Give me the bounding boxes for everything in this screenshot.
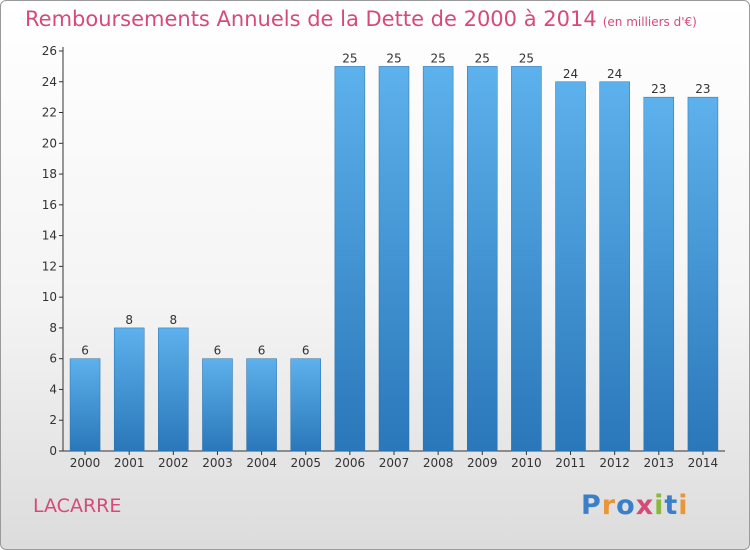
bar-2001 [113,327,145,452]
data-label-2013: 23 [651,82,666,96]
logo-letter: P [581,490,602,521]
y-tick-label: 24 [42,75,57,89]
chart-title: Remboursements Annuels de la Dette de 20… [25,7,697,31]
y-tick-label: 0 [49,444,57,458]
y-tick-label: 8 [49,321,57,335]
data-label-2005: 6 [302,344,310,358]
x-tick-label: 2002 [158,456,189,470]
x-tick-label: 2012 [599,456,630,470]
bar-2004 [246,358,277,452]
bar-2012 [599,81,630,452]
logo-letter: t [664,490,679,521]
x-tick-label: 2008 [423,456,454,470]
bar-2013 [643,96,675,452]
logo-letter: i [654,490,665,521]
x-tick-label: 2007 [379,456,410,470]
bar-2011 [555,81,586,452]
data-label-2003: 6 [214,344,222,358]
chart-title-text: Remboursements Annuels de la Dette de 20… [25,7,597,31]
x-tick-label: 2001 [114,456,145,470]
data-labels-group: 6 8 8 6 6 6 25 25 25 25 25 24 24 23 23 [81,51,710,357]
data-label-2014: 23 [695,82,710,96]
y-tick-label: 2 [49,413,57,427]
y-tick-label: 14 [42,229,57,243]
x-tick-label: 2006 [335,456,366,470]
data-label-2008: 25 [430,51,445,65]
data-label-2011: 24 [563,67,578,81]
bar-2008 [422,66,454,452]
data-label-2006: 25 [342,51,357,65]
logo-letter: o [616,490,636,521]
y-tick-label: 18 [42,167,57,181]
bar-2002 [158,327,189,452]
data-label-2012: 24 [607,67,622,81]
bars-group [69,66,719,452]
y-tick-label: 20 [42,136,57,150]
x-tick-label: 2004 [246,456,277,470]
y-tick-label: 26 [42,44,57,58]
logo-letter: r [601,490,617,521]
data-label-2001: 8 [125,313,133,327]
bar-2010 [511,66,542,452]
data-label-2004: 6 [258,344,266,358]
y-tick-label: 12 [42,259,57,273]
bar-2000 [69,358,101,452]
data-label-2010: 25 [519,51,534,65]
y-tick-label: 22 [42,106,57,120]
logo-letter: i [678,490,689,521]
y-tick-label: 16 [42,198,57,212]
data-label-2009: 25 [475,51,490,65]
commune-name: LACARRE [33,495,122,517]
bar-2009 [467,66,498,452]
bar-2014 [687,96,719,452]
data-label-2002: 8 [170,313,178,327]
x-tick-label: 2003 [202,456,233,470]
data-label-2007: 25 [386,51,401,65]
proxiti-logo: Proxiti [581,490,689,521]
x-tick-label: 2014 [688,456,719,470]
x-tick-label: 2011 [555,456,586,470]
bar-2006 [334,66,366,452]
bar-2007 [378,66,410,452]
x-tick-label: 2013 [644,456,675,470]
y-tick-label: 10 [42,290,57,304]
x-axis: 2000 2001 2002 2003 2004 2005 2006 2007 2008 2009… [63,450,725,470]
x-tick-label: 2000 [70,456,101,470]
y-tick-label: 6 [49,352,57,366]
x-tick-label: 2005 [290,456,321,470]
x-tick-label: 2010 [511,456,542,470]
x-tick-label: 2009 [467,456,498,470]
chart-subtitle: (en milliers d'€) [602,15,697,29]
y-tick-label: 4 [49,382,57,396]
bar-2003 [202,358,233,452]
data-label-2000: 6 [81,344,89,358]
bar-2005 [290,358,321,452]
logo-letter: x [635,490,655,521]
